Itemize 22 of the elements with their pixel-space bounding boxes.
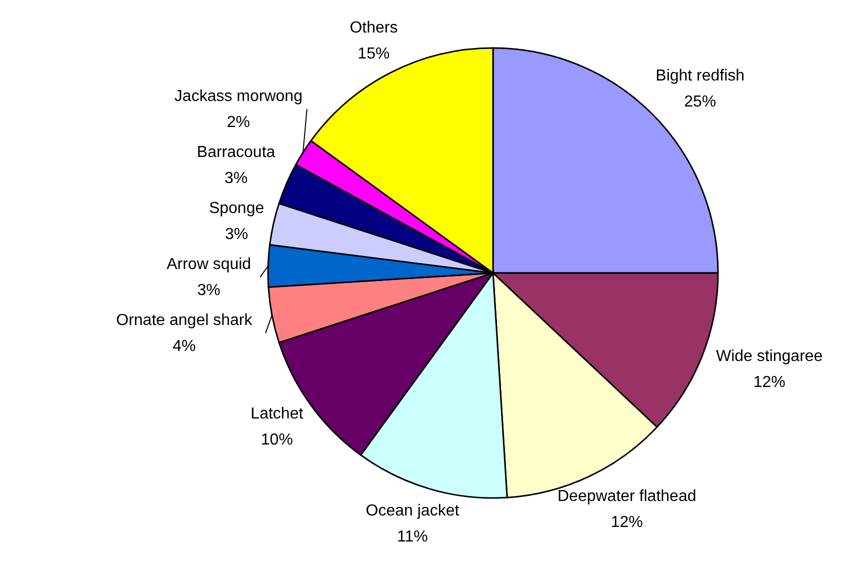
slice-label: Bight redfish: [656, 67, 745, 84]
slice-label: Arrow squid: [166, 256, 252, 274]
slice-label: Deepwater flathead: [557, 488, 696, 506]
data-label: 15%: [358, 45, 390, 62]
slice-label: Jackass morwong: [174, 88, 302, 106]
data-label: 3%: [197, 282, 220, 300]
data-label: 3%: [224, 226, 248, 244]
data-label: 12%: [753, 374, 786, 392]
slice-label: Sponge: [208, 200, 264, 218]
data-label: 25%: [684, 93, 716, 110]
data-label: 2%: [226, 114, 250, 132]
slice-label: Wide stingaree: [716, 348, 823, 366]
data-label: 11%: [397, 528, 428, 546]
data-label: 10%: [260, 431, 293, 448]
data-label: 12%: [610, 514, 643, 532]
slice-label: Barracouta: [196, 144, 276, 162]
slice-label: Latchet: [250, 405, 304, 422]
slice-label: Ornate angel shark: [116, 312, 254, 330]
slice-label: Ocean jacket: [366, 502, 460, 520]
slice-label: Others: [350, 19, 398, 36]
data-label: 3%: [224, 170, 248, 188]
data-label: 4%: [172, 338, 196, 356]
